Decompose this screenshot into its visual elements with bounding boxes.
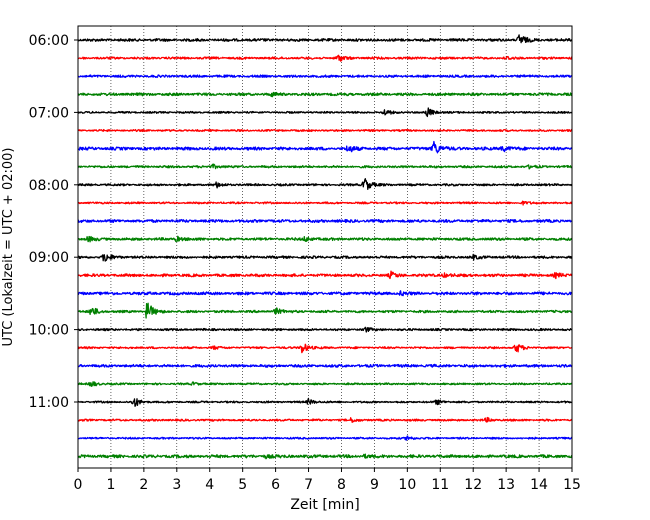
trace-line — [77, 140, 573, 154]
trace-line — [77, 163, 573, 170]
trace-line — [77, 453, 573, 460]
y-tick-label: 06:00 — [29, 33, 69, 49]
x-tick-label: 8 — [337, 477, 346, 493]
plot-frame — [77, 25, 573, 469]
x-tick-label: 14 — [530, 477, 548, 493]
trace-line — [77, 200, 573, 206]
y-tick-label: 08:00 — [29, 178, 69, 194]
x-tick-label: 4 — [205, 477, 214, 493]
trace-line — [77, 128, 573, 133]
trace-line — [77, 397, 573, 407]
trace-line — [77, 34, 573, 44]
trace-line — [77, 435, 573, 441]
x-tick-label: 1 — [106, 477, 115, 493]
trace-line — [77, 363, 573, 368]
x-tick-label: 3 — [172, 477, 181, 493]
y-axis-label: UTC (Lokalzeit = UTC + 02:00) — [1, 148, 16, 347]
trace-line — [77, 107, 573, 118]
y-tick-label: 07:00 — [29, 105, 69, 121]
x-axis: 0 1 2 3 4 5 6 7 8 9 10 11 12 13 14 15 — [74, 468, 581, 493]
x-tick-label: 2 — [139, 477, 148, 493]
trace-line — [77, 178, 573, 190]
trace-line — [77, 326, 573, 333]
x-tick-label: 6 — [271, 477, 280, 493]
trace-group — [77, 34, 573, 460]
y-axis: 06:00 07:00 08:00 09:00 10:00 11:00 — [29, 33, 78, 411]
x-axis-label: Zeit [min] — [290, 497, 359, 513]
trace-line — [77, 381, 573, 387]
x-tick-label: 15 — [563, 477, 581, 493]
x-tick-label: 11 — [431, 477, 449, 493]
trace-line — [77, 253, 573, 262]
x-tick-label: 5 — [238, 477, 247, 493]
trace-line — [77, 290, 573, 297]
y-tick-label: 10:00 — [29, 323, 69, 339]
trace-line — [77, 218, 573, 224]
x-tick-label: 9 — [370, 477, 379, 493]
x-tick-label: 10 — [398, 477, 416, 493]
x-tick-label: 13 — [497, 477, 515, 493]
y-tick-label: 09:00 — [29, 250, 69, 266]
x-tick-label: 7 — [304, 477, 313, 493]
trace-line — [77, 416, 573, 424]
y-tick-label: 11:00 — [29, 395, 69, 411]
trace-line — [77, 54, 573, 62]
trace-line — [77, 235, 573, 243]
trace-line — [77, 343, 573, 354]
trace-line — [77, 270, 573, 280]
trace-line — [77, 74, 573, 79]
trace-line — [77, 91, 573, 98]
x-tick-label: 12 — [464, 477, 482, 493]
x-tick-label: 0 — [74, 477, 83, 493]
trace-line — [77, 302, 573, 319]
